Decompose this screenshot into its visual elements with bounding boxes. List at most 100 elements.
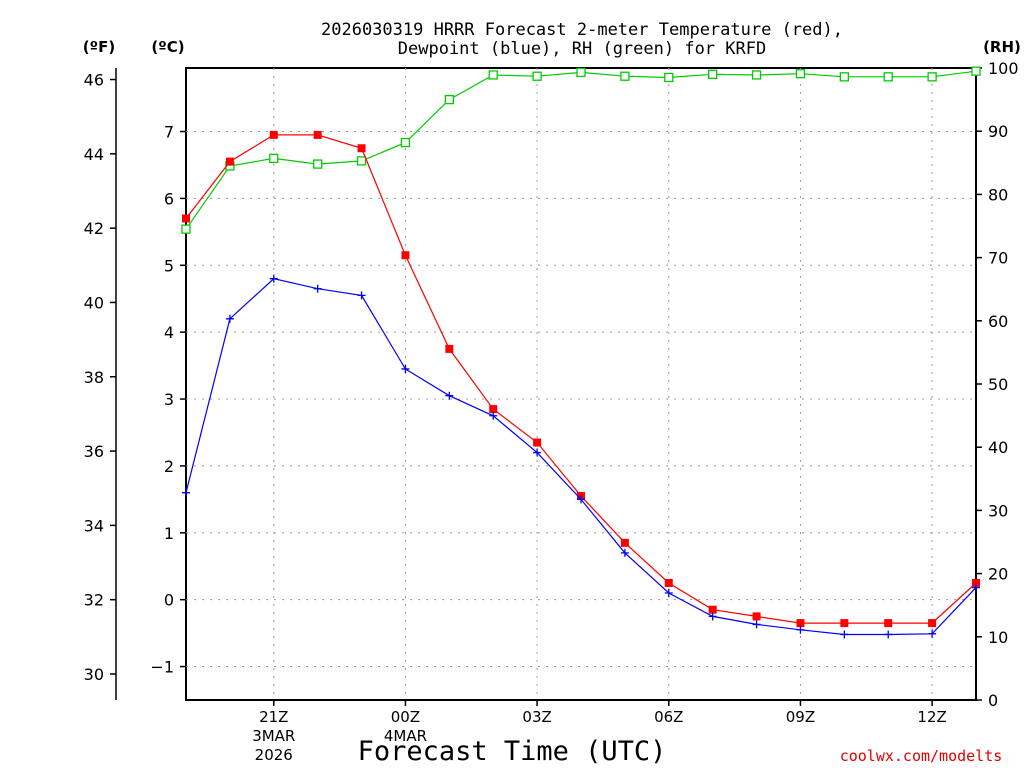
- temperature-point-05Z: [620, 538, 629, 547]
- temperature-point-22Z: [313, 130, 322, 139]
- rh-tick-label-5: 50: [988, 375, 1008, 394]
- rh-point-19Z: [181, 224, 191, 234]
- rh-point-05Z: [620, 71, 630, 81]
- rh-point-08Z: [751, 70, 762, 80]
- fahrenheit-tick-label-3: 36: [84, 442, 104, 461]
- time-tick-label-0: 21Z: [259, 708, 288, 726]
- rh-point-10Z: [839, 72, 849, 82]
- fahrenheit-tick-label-2: 34: [84, 516, 104, 535]
- celsius-tick-label-0: −1: [150, 658, 174, 677]
- celsius-tick-label-8: 7: [164, 123, 174, 142]
- dewpoint-point-05Z: [620, 548, 629, 557]
- time-tick-date-label-0-0: 3MAR: [252, 727, 295, 745]
- temperature-point-08Z: [752, 612, 761, 621]
- fahrenheit-tick-label-8: 46: [84, 71, 104, 90]
- dewpoint-point-07Z: [708, 612, 717, 621]
- rh-tick-label-0: 0: [988, 691, 998, 710]
- time-tick-label-5: 12Z: [917, 708, 946, 726]
- dewpoint-point-12Z: [928, 629, 937, 638]
- temperature-point-09Z: [796, 619, 805, 628]
- fahrenheit-axis: 30 32 34 36 38 40 42 44 46: [84, 71, 116, 684]
- rh-point-00Z: [400, 137, 411, 148]
- rh-tick-label-4: 40: [988, 438, 1008, 457]
- dewpoint-point-09Z: [796, 625, 805, 634]
- temperature-point-13Z: [972, 578, 980, 587]
- celsius-unit-label: (ºC): [151, 38, 184, 56]
- rh-point-11Z: [883, 72, 893, 82]
- dewpoint-point-02Z: [489, 411, 498, 420]
- celsius-tick-label-4: 3: [164, 390, 174, 409]
- rh-tick-label-3: 30: [988, 501, 1008, 520]
- temperature-point-12Z: [928, 619, 937, 628]
- celsius-axis: −1 0 1 2 3 4 5 6 7: [150, 123, 186, 677]
- temperature-series: [182, 130, 980, 628]
- time-tick-date-label-0-1: 2026: [255, 746, 293, 764]
- temperature-point-10Z: [840, 619, 849, 628]
- temperature-line: [185, 134, 977, 624]
- rh-point-22Z: [313, 159, 323, 169]
- credit-link[interactable]: coolwx.com/modelts: [840, 747, 1003, 765]
- rh-tick-label-2: 20: [988, 565, 1008, 584]
- rh-tick-label-9: 90: [988, 122, 1008, 141]
- celsius-tick-label-7: 6: [164, 189, 174, 208]
- rh-point-06Z: [664, 72, 674, 83]
- time-tick-label-2: 03Z: [522, 708, 551, 726]
- fahrenheit-tick-label-0: 30: [84, 665, 104, 684]
- dewpoint-point-20Z: [225, 314, 234, 323]
- rh-tick-label-8: 80: [988, 185, 1008, 204]
- dewpoint-point-13Z: [972, 583, 980, 592]
- temperature-point-02Z: [489, 405, 498, 414]
- temperature-point-03Z: [533, 438, 542, 447]
- dewpoint-point-11Z: [884, 630, 893, 639]
- dewpoint-point-08Z: [752, 620, 761, 629]
- celsius-tick-label-3: 2: [164, 457, 174, 476]
- rh-point-01Z: [444, 94, 454, 105]
- fahrenheit-tick-label-5: 40: [84, 293, 104, 312]
- rh-point-02Z: [488, 70, 498, 80]
- rh-point-13Z: [971, 66, 981, 76]
- temperature-point-06Z: [664, 578, 673, 587]
- rh-axis: 0 10 20 30 40 50 60 70 80 90 100: [976, 59, 1019, 710]
- celsius-tick-label-5: 4: [164, 323, 174, 342]
- temperature-point-01Z: [445, 344, 454, 353]
- rh-point-21Z: [269, 153, 279, 164]
- time-tick-label-4: 09Z: [786, 708, 815, 726]
- dewpoint-point-06Z: [664, 588, 673, 597]
- temperature-point-07Z: [708, 605, 717, 614]
- dewpoint-point-23Z: [357, 291, 366, 300]
- rh-series: [181, 66, 981, 234]
- fahrenheit-tick-label-7: 44: [84, 145, 104, 164]
- rh-point-23Z: [356, 156, 367, 166]
- fahrenheit-tick-label-6: 42: [84, 219, 104, 238]
- rh-tick-label-10: 100: [988, 59, 1019, 78]
- time-tick-date-label-1-0: 4MAR: [384, 727, 427, 745]
- grid-lines: [186, 68, 976, 700]
- data-series: [181, 66, 981, 639]
- dewpoint-point-22Z: [313, 284, 322, 293]
- dewpoint-point-19Z: [182, 488, 190, 497]
- dewpoint-point-03Z: [533, 448, 542, 457]
- dewpoint-line: [185, 278, 977, 636]
- dewpoint-point-00Z: [401, 364, 410, 373]
- rh-unit-label: (RH): [983, 38, 1021, 56]
- rh-point-04Z: [576, 67, 586, 78]
- dewpoint-series: [182, 274, 980, 639]
- time-tick-label-1: 00Z: [391, 708, 420, 726]
- chart-subtitle: Dewpoint (blue), RH (green) for KRFD: [398, 39, 766, 59]
- rh-point-12Z: [927, 72, 937, 82]
- temperature-point-23Z: [357, 144, 366, 153]
- chart-title: 2026030319 HRRR Forecast 2-meter Tempera…: [321, 20, 843, 40]
- dewpoint-point-04Z: [577, 495, 585, 504]
- fahrenheit-unit-label: (ºF): [83, 38, 115, 56]
- temperature-point-11Z: [884, 619, 893, 628]
- celsius-tick-label-2: 1: [164, 524, 174, 543]
- rh-tick-label-7: 70: [988, 249, 1008, 268]
- rh-point-03Z: [532, 71, 542, 81]
- temperature-point-20Z: [225, 157, 234, 166]
- rh-point-09Z: [795, 69, 806, 79]
- rh-line: [185, 70, 977, 230]
- dewpoint-point-10Z: [840, 630, 849, 639]
- dewpoint-point-01Z: [445, 391, 454, 400]
- time-tick-label-3: 06Z: [654, 708, 683, 726]
